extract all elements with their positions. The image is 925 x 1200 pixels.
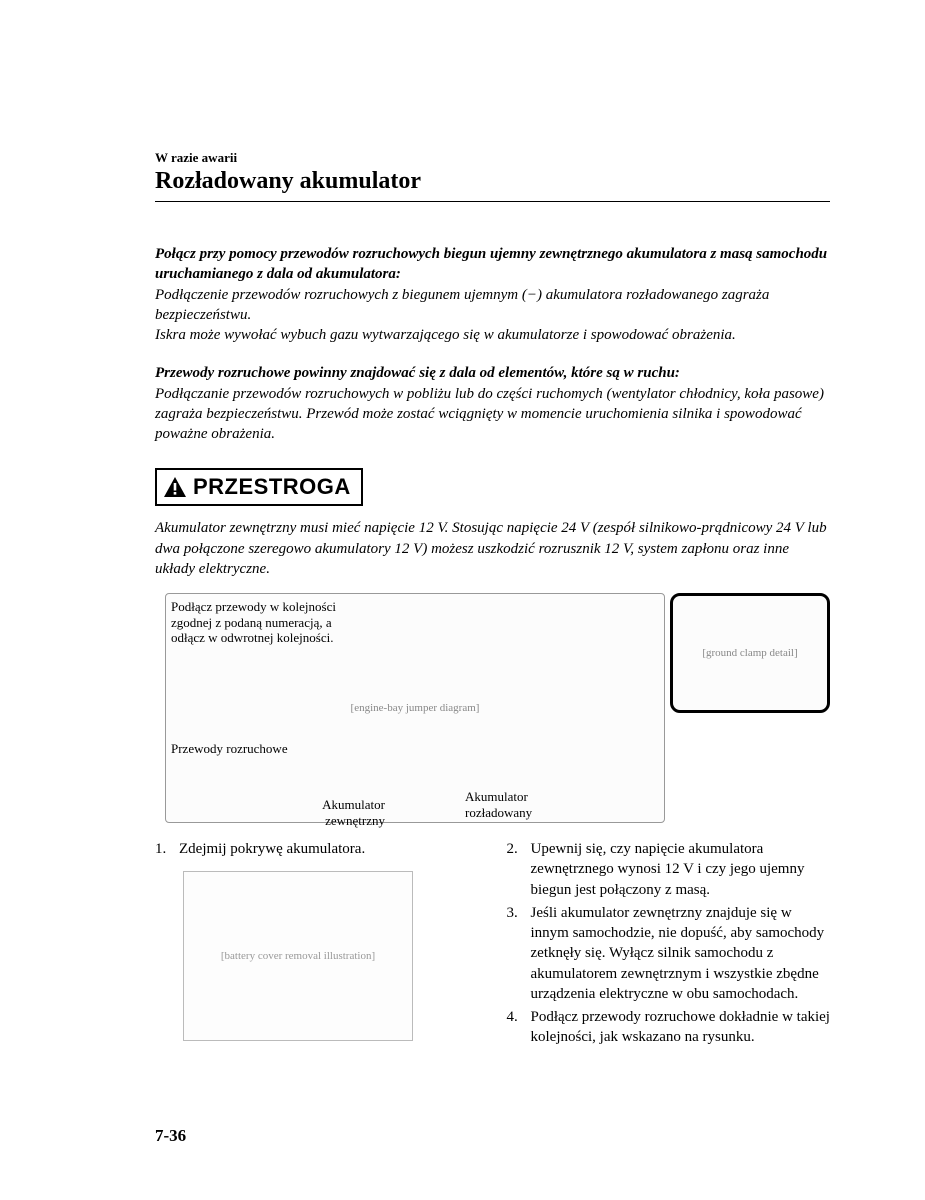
warning-1-line1: Podłączenie przewodów rozruchowych z bie… xyxy=(155,285,830,326)
step-2: 2. Upewnij się, czy napięcie akumulatora… xyxy=(507,839,831,900)
step-3: 3. Jeśli akumulator zewnętrzny znajduje … xyxy=(507,903,831,1004)
left-column: 1. Zdejmij pokrywę akumulatora. [battery… xyxy=(155,839,479,1051)
diagram-label-cables: Przewody rozruchowe xyxy=(171,741,288,757)
warning-2-body: Podłączanie przewodów rozruchowych w pob… xyxy=(155,384,830,445)
step-1: 1. Zdejmij pokrywę akumulatora. xyxy=(155,839,479,859)
step-1-text: Zdejmij pokrywę akumulatora. xyxy=(179,839,365,859)
warning-block-1: Połącz przy pomocy przewodów rozruchowyc… xyxy=(155,244,830,345)
diagram-label-ext-battery: Akumulator zewnętrzny xyxy=(305,797,385,828)
warning-1-heading: Połącz przy pomocy przewodów rozruchowyc… xyxy=(155,244,830,285)
caution-body: Akumulator zewnętrzny musi mieć napięcie… xyxy=(155,518,830,579)
step-4-text: Podłącz przewody rozruchowe dokładnie w … xyxy=(531,1007,831,1048)
warning-triangle-icon xyxy=(163,476,187,498)
section-label: W razie awarii xyxy=(155,150,830,166)
diagram-label-discharged: Akumulator rozładowany xyxy=(465,789,555,820)
diagram-label-order: Podłącz przewody w kolejności zgodnej z … xyxy=(171,599,341,646)
caution-label: PRZESTROGA xyxy=(193,474,351,500)
caution-badge: PRZESTROGA xyxy=(155,468,363,506)
step-3-text: Jeśli akumulator zewnętrzny znajduje się… xyxy=(531,903,831,1004)
step-4: 4. Podłącz przewody rozruchowe dokładnie… xyxy=(507,1007,831,1048)
warning-2-heading: Przewody rozruchowe powinny znajdować si… xyxy=(155,363,830,383)
steps-columns: 1. Zdejmij pokrywę akumulatora. [battery… xyxy=(155,839,830,1051)
ground-clamp-inset: [ground clamp detail] xyxy=(670,593,830,713)
step-1-num: 1. xyxy=(155,839,179,859)
step-2-text: Upewnij się, czy napięcie akumulatora ze… xyxy=(531,839,831,900)
page-title: Rozładowany akumulator xyxy=(155,168,830,202)
warning-1-line2: Iskra może wywołać wybuch gazu wytwarzaj… xyxy=(155,325,830,345)
page-number: 7-36 xyxy=(155,1126,186,1146)
jumper-diagram: [engine-bay jumper diagram] [ground clam… xyxy=(155,593,830,825)
step-4-num: 4. xyxy=(507,1007,531,1048)
step-2-num: 2. xyxy=(507,839,531,900)
step-3-num: 3. xyxy=(507,903,531,1004)
right-column: 2. Upewnij się, czy napięcie akumulatora… xyxy=(507,839,831,1051)
warning-block-2: Przewody rozruchowe powinny znajdować si… xyxy=(155,363,830,444)
battery-cover-illustration: [battery cover removal illustration] xyxy=(183,871,413,1041)
